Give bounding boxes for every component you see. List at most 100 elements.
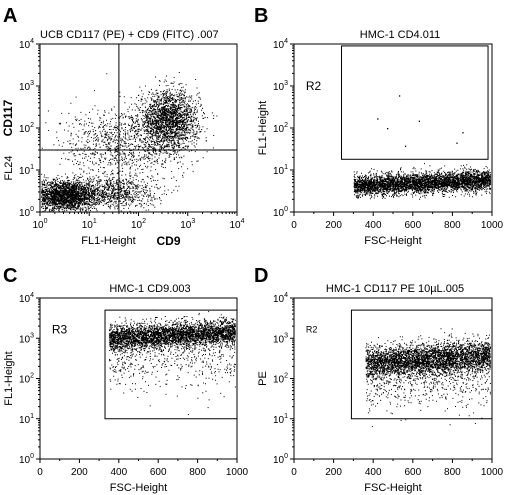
scatter-outlier [418,120,421,122]
x-tick-exponent: 4 [241,218,245,225]
x-tick-label: 1000 [481,220,504,231]
x-tick-exponent: 3 [191,218,195,225]
x-tick-label: 800 [444,467,461,478]
y-tick-exponent: 3 [284,80,288,87]
y-tick-exponent: 0 [284,453,288,460]
y-tick-exponent: 1 [284,413,288,420]
y-tick-label: 101 [273,413,288,426]
scatter-outlier [398,95,401,97]
y-tick-exponent: 0 [30,453,34,460]
y-tick-exponent: 0 [284,206,288,213]
gate-region-d [350,309,493,420]
y-tick-label: 104 [19,38,34,51]
y-tick-exponent: 3 [30,80,34,87]
y-tick-label: 102 [273,122,288,135]
y-tick-exponent: 1 [30,413,34,420]
y-tick-label: 100 [19,453,34,466]
x-tick-exponent: 2 [142,218,146,225]
y-axis-label: FL1-Height [257,101,269,155]
x-tick-label: 100 [32,218,47,231]
x-tick-label: 1000 [226,467,249,478]
y-axis-label: FL1-Height [3,351,15,405]
gate-region-c [104,309,238,420]
x-axis-label-bold: CD9 [156,234,180,248]
y-tick-exponent: 2 [284,373,288,380]
panel-letter-c: C [3,265,17,287]
x-tick-label: 0 [291,467,297,478]
scatter-cluster-c-0 [109,311,236,360]
gate-label-d: R2 [306,324,318,334]
x-tick-label: 104 [229,218,244,231]
plot-title-a: UCB CD117 (PE) + CD9 (FITC) .007 [40,29,219,41]
x-tick-label: 102 [131,218,146,231]
y-tick-exponent: 2 [30,122,34,129]
y-tick-exponent: 4 [30,38,34,45]
y-tick-exponent: 0 [30,206,34,213]
x-tick-label: 103 [180,218,195,231]
y-tick-label: 103 [273,332,288,345]
scatter-cluster-a-1 [114,72,218,174]
y-tick-label: 101 [273,164,288,177]
scatter-outlier [456,142,458,144]
y-tick-label: 100 [19,206,34,219]
plot-title-c: HMC-1 CD9.003 [109,283,190,295]
y-tick-exponent: 1 [284,164,288,171]
y-tick-label: 100 [273,453,288,466]
y-tick-exponent: 4 [284,292,288,299]
y-tick-exponent: 2 [284,122,288,129]
y-tick-exponent: 4 [30,292,34,299]
x-tick-label: 101 [82,218,97,231]
scatter-cluster-a-2 [41,167,180,212]
x-tick-label: 400 [365,467,382,478]
x-tick-label: 0 [291,220,297,231]
gate-label-c: R3 [52,323,68,337]
scatter-outlier [387,128,389,130]
plot-title-b: HMC-1 CD4.011 [360,29,441,41]
y-axis-label: PE [257,371,269,386]
x-tick-label: 800 [444,220,461,231]
y-tick-label: 101 [19,164,34,177]
y-axis-label-bold: CD117 [1,99,15,136]
y-tick-exponent: 4 [284,38,288,45]
x-tick-label: 400 [110,467,127,478]
y-tick-exponent: 1 [30,164,34,171]
y-tick-label: 101 [19,413,34,426]
y-tick-exponent: 2 [30,373,34,380]
x-axis-label: FSC-Height [364,482,421,494]
scatter-cluster-c-1 [109,309,236,415]
x-tick-label: 200 [71,467,88,478]
y-tick-label: 100 [273,206,288,219]
gate-label-b: R2 [306,79,322,93]
x-axis-label: FSC-Height [110,482,167,494]
panel-letter-a: A [3,5,17,27]
scatter-outlier [462,132,464,134]
x-tick-label: 600 [150,467,167,478]
x-tick-label: 600 [404,467,421,478]
scatter-cluster-d-0 [365,328,491,394]
x-tick-label: 1000 [481,467,504,478]
gate-region-b [341,45,489,160]
x-tick-exponent: 0 [44,218,48,225]
x-tick-label: 200 [325,220,342,231]
panel-letter-b: B [254,5,268,27]
y-tick-exponent: 3 [284,332,288,339]
x-tick-label: 200 [325,467,342,478]
y-tick-exponent: 3 [30,332,34,339]
y-tick-label: 103 [19,332,34,345]
y-tick-label: 102 [19,373,34,386]
x-axis-label: FSC-Height [364,235,421,247]
y-tick-label: 104 [273,292,288,305]
x-axis-label: FL1-Height [81,235,135,247]
panel-letter-d: D [254,265,268,287]
scatter-cluster-b-0 [353,163,491,200]
x-tick-label: 0 [37,467,43,478]
x-tick-label: 800 [189,467,206,478]
x-tick-label: 600 [404,220,421,231]
x-tick-exponent: 1 [93,218,97,225]
scatter-outlier [377,118,379,120]
y-tick-label: 102 [273,373,288,386]
y-tick-label: 102 [19,122,34,135]
y-tick-label: 103 [273,80,288,93]
plot-title-d: HMC-1 CD117 PE 10µL.005 [326,283,464,295]
